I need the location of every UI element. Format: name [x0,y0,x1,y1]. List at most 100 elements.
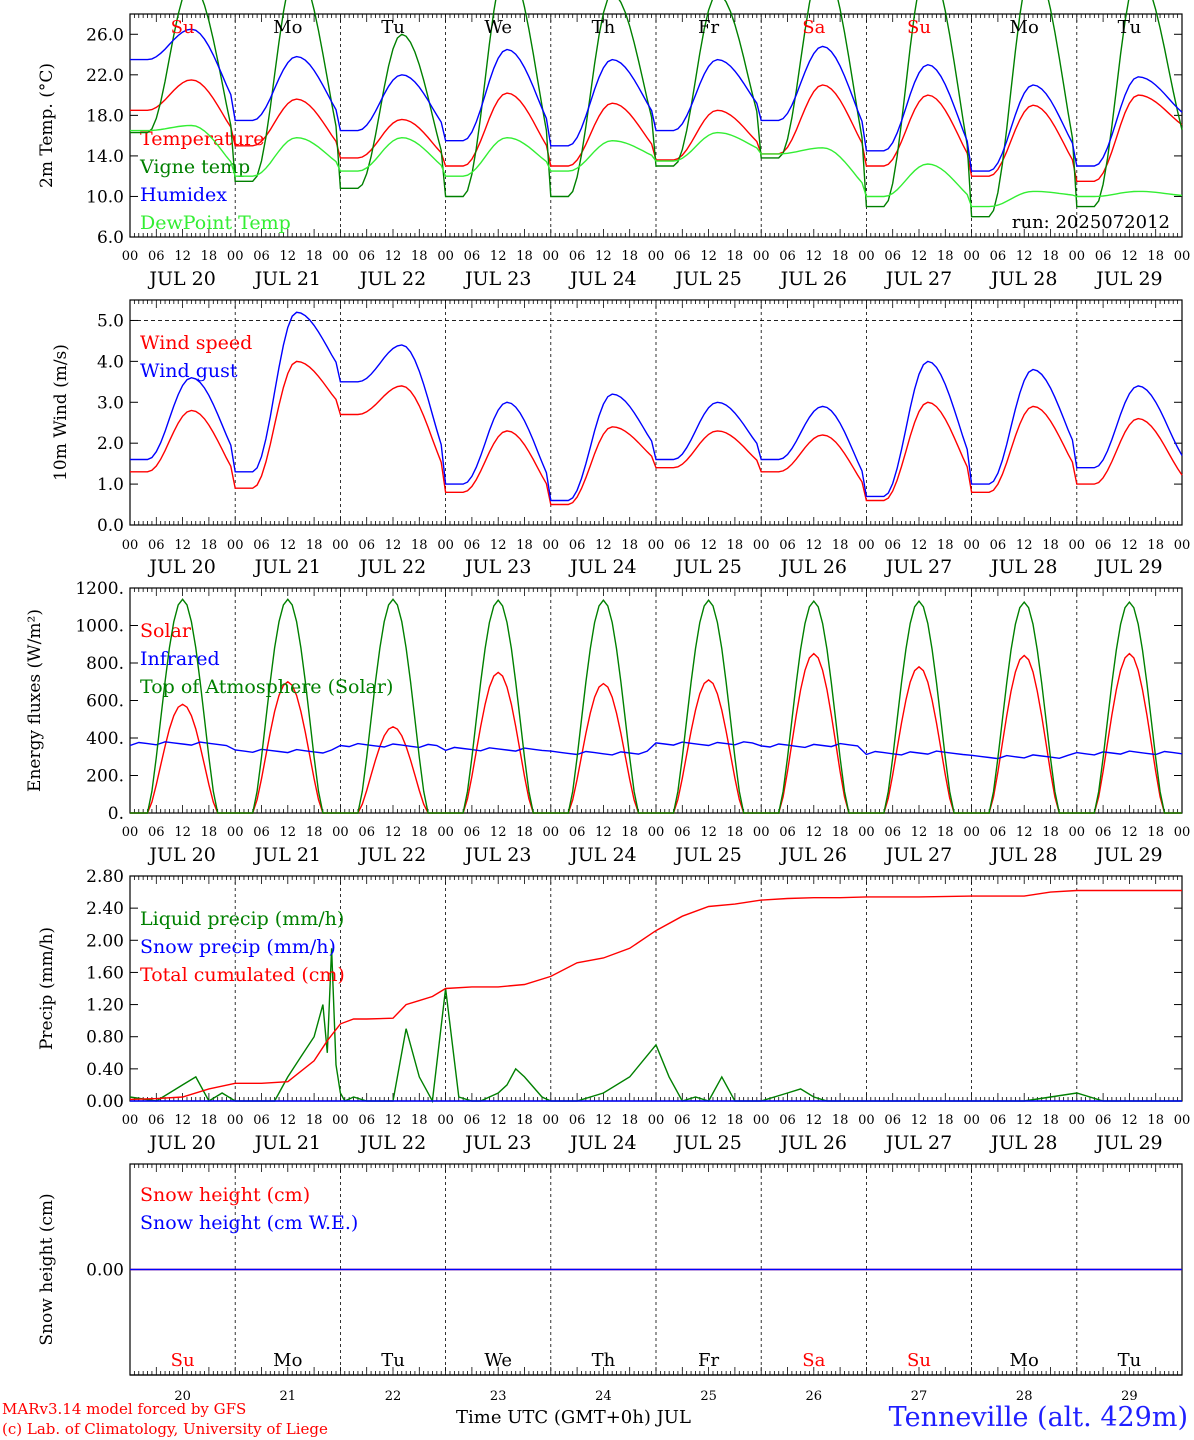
hour-tick-label: 06 [990,825,1007,840]
hour-tick-label: 12 [806,538,823,553]
y-tick-label: 0.40 [86,1060,124,1080]
hour-tick-label: 18 [621,538,638,553]
hour-tick-label: 00 [122,538,139,553]
y-tick-label: 600. [86,692,124,712]
date-label: JUL 29 [1094,1132,1162,1154]
hour-tick-label: 18 [201,825,218,840]
weekday-label: Tu [1118,1350,1142,1371]
hour-tick-label: 00 [332,1113,349,1128]
hour-tick-label: 12 [1016,825,1033,840]
weekday-label: We [484,1350,512,1371]
day-number-label: 26 [806,1389,823,1404]
y-axis-label: 2m Temp. (°C) [37,63,57,188]
hour-tick-label: 00 [1069,249,1086,264]
hour-tick-label: 06 [1095,538,1112,553]
hour-tick-label: 06 [569,1113,586,1128]
hour-tick-label: 06 [253,249,270,264]
hour-tick-label: 18 [411,825,428,840]
series-line-humidex [130,28,1183,172]
hour-tick-label: 00 [543,538,560,553]
hour-tick-label: 12 [280,249,297,264]
hour-tick-label: 18 [1147,825,1164,840]
date-label: JUL 27 [884,268,952,290]
hour-tick-label: 00 [1069,538,1086,553]
date-label: JUL 23 [463,1132,531,1154]
date-label: JUL 24 [568,844,636,866]
legend-label: Snow height (cm W.E.) [140,1212,358,1234]
series-line-wind-speed [130,360,1183,506]
legend-label: Infrared [140,648,220,670]
hour-tick-label: 00 [858,538,875,553]
y-tick-label: 1.20 [86,996,124,1016]
run-label: run: 2025072012 [1012,212,1170,233]
y-tick-label: 22.0 [86,66,124,86]
date-label: JUL 26 [779,556,847,578]
hour-tick-label: 06 [253,825,270,840]
hour-tick-label: 06 [884,1113,901,1128]
hour-tick-label: 12 [385,538,402,553]
hour-tick-label: 06 [148,538,165,553]
hour-tick-label: 00 [963,1113,980,1128]
station-title: Tenneville (alt. 429m) [888,1402,1188,1433]
hour-tick-label: 06 [569,538,586,553]
date-label: JUL 25 [673,844,741,866]
hour-tick-label: 00 [437,538,454,553]
hour-tick-label: 06 [884,825,901,840]
date-label: JUL 27 [884,556,952,578]
hour-tick-label: 00 [648,249,665,264]
hour-tick-label: 18 [621,1113,638,1128]
hour-tick-label: 18 [516,249,533,264]
date-label: JUL 21 [253,268,321,290]
hour-tick-label: 06 [990,538,1007,553]
day-number-label: 21 [280,1389,297,1404]
hour-tick-label: 06 [779,825,796,840]
day-number-label: 25 [700,1389,717,1404]
hour-tick-label: 00 [963,825,980,840]
weekday-label: Tu [381,1350,405,1371]
hour-tick-label: 12 [280,825,297,840]
hour-tick-label: 00 [858,825,875,840]
hour-tick-label: 06 [464,825,481,840]
hour-tick-label: 12 [280,1113,297,1128]
hour-tick-label: 12 [174,825,191,840]
weekday-label: Mo [273,1350,302,1371]
hour-tick-label: 18 [411,249,428,264]
hour-tick-label: 06 [674,825,691,840]
y-axis-label: Energy fluxes (W/m²) [25,609,45,792]
hour-tick-label: 18 [1147,1113,1164,1128]
hour-tick-label: 18 [937,1113,954,1128]
hour-tick-label: 06 [884,538,901,553]
date-label: JUL 28 [989,268,1057,290]
date-label: JUL 25 [673,268,741,290]
hour-tick-label: 12 [1016,249,1033,264]
hour-tick-label: 12 [174,1113,191,1128]
hour-tick-label: 12 [700,825,717,840]
date-label: JUL 20 [147,1132,215,1154]
date-label: JUL 26 [779,1132,847,1154]
day-number-label: 23 [490,1389,507,1404]
y-tick-label: 0. [108,804,124,824]
y-tick-label: 0.0 [97,516,124,536]
series-line-dewpoint-temp [130,124,1183,208]
y-axis-label: 10m Wind (m/s) [51,344,71,481]
hour-tick-label: 06 [1095,825,1112,840]
hour-tick-label: 00 [122,825,139,840]
hour-tick-label: 18 [1147,538,1164,553]
hour-tick-label: 00 [122,1113,139,1128]
weekday-label: Fr [698,1350,719,1371]
hour-tick-label: 18 [832,538,849,553]
date-label: JUL 24 [568,556,636,578]
hour-tick-label: 12 [1016,1113,1033,1128]
hour-tick-label: 00 [227,249,244,264]
hour-tick-label: 12 [174,538,191,553]
hour-tick-label: 00 [1069,825,1086,840]
y-tick-label: 2.00 [86,931,124,951]
date-label: JUL 25 [673,1132,741,1154]
y-axis-label: Snow height (cm) [37,1193,57,1345]
hour-tick-label: 00 [543,825,560,840]
hour-tick-label: 12 [806,249,823,264]
weekday-label: Su [907,17,931,38]
hour-tick-label: 18 [516,538,533,553]
hour-tick-label: 18 [727,825,744,840]
hour-tick-label: 06 [569,825,586,840]
